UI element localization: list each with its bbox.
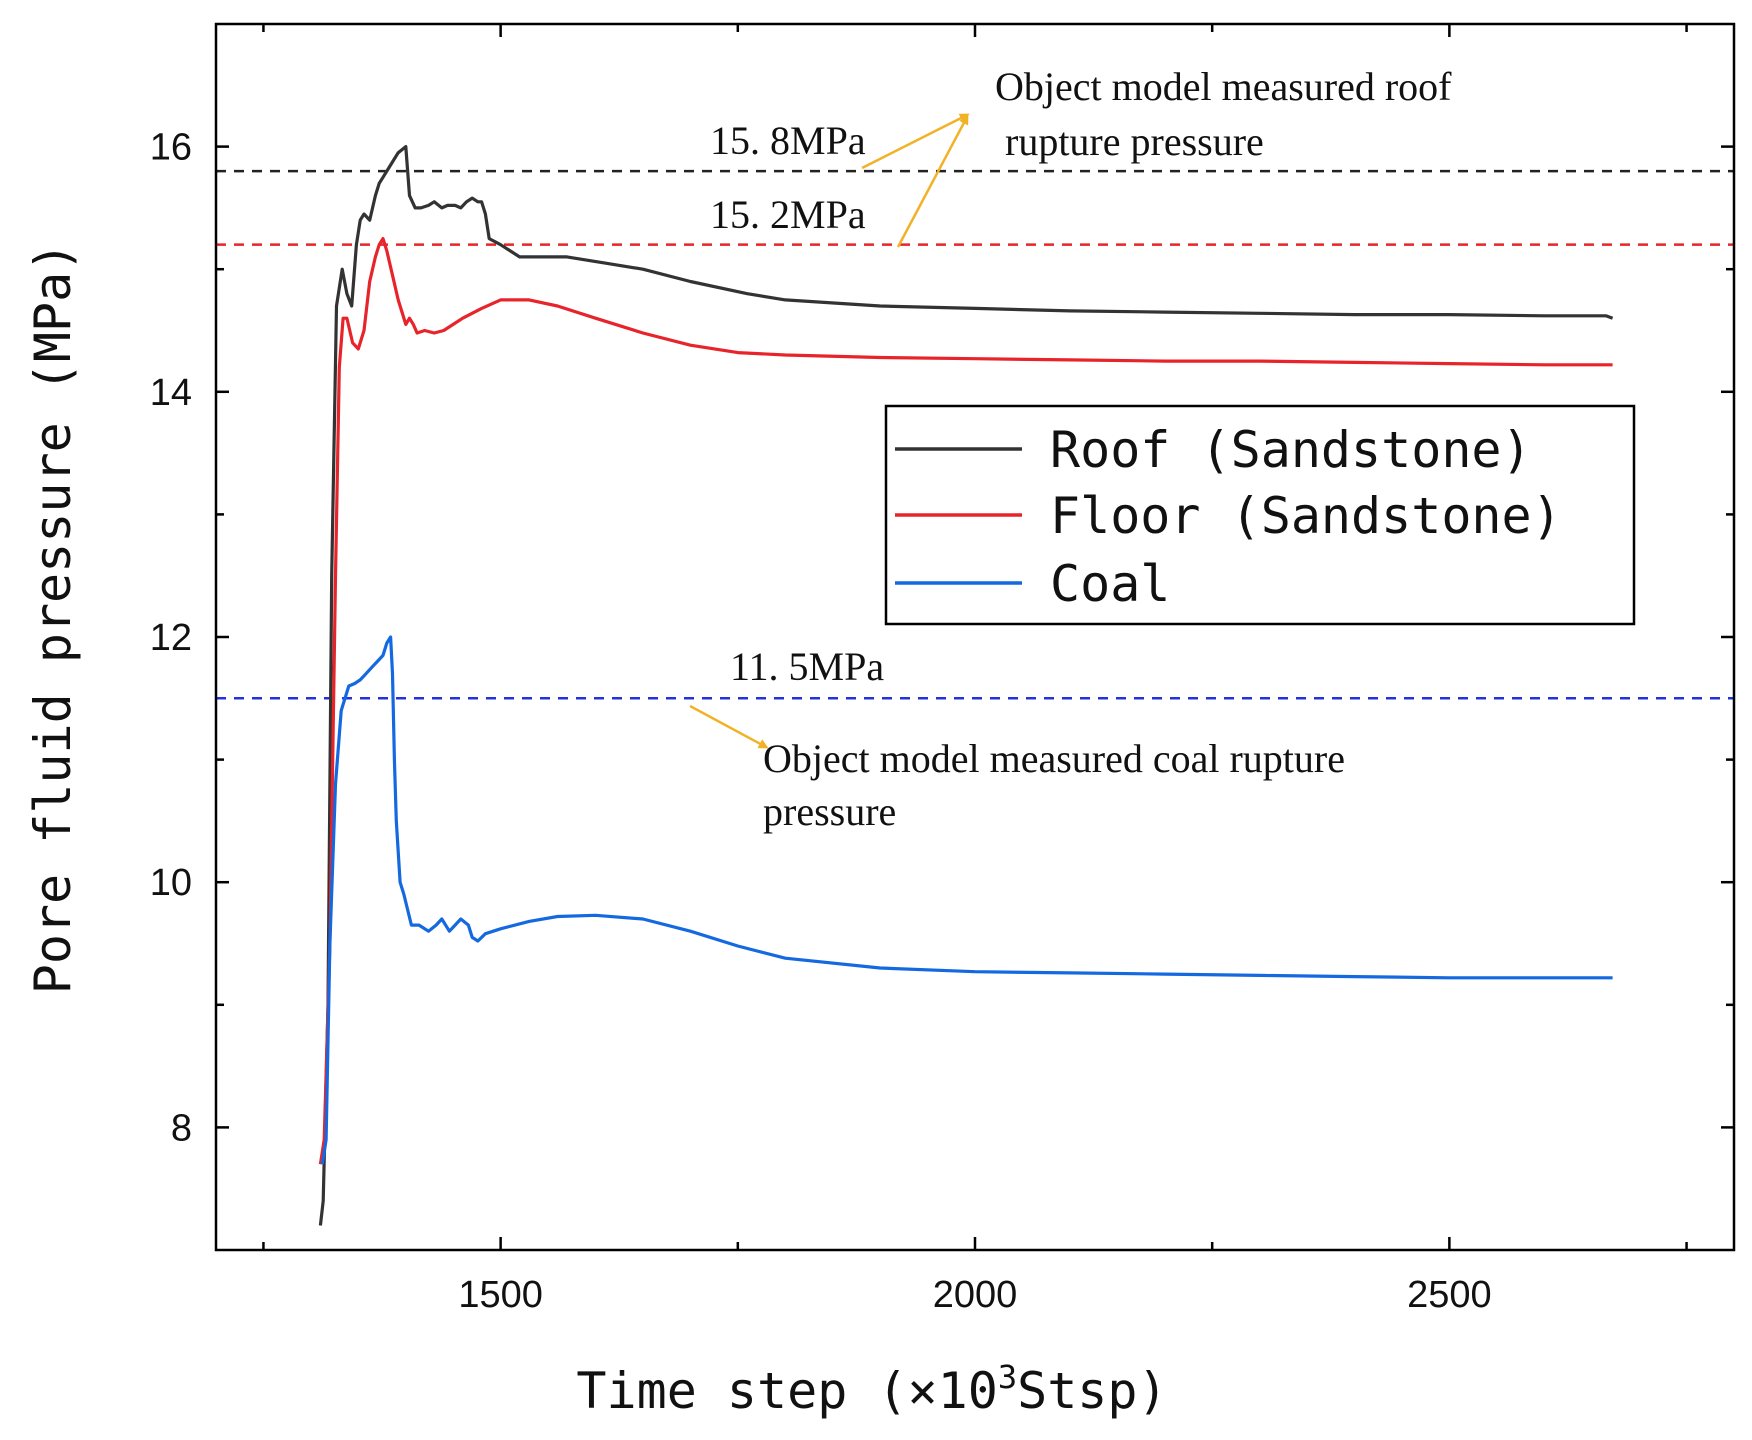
y-tick-label: 14 — [150, 372, 192, 414]
y-tick-label: 10 — [150, 862, 192, 904]
y-tick-label: 8 — [171, 1107, 192, 1149]
coal-annotation-line2: pressure — [763, 789, 896, 834]
legend: Roof (Sandstone) Floor (Sandstone) Coal — [884, 404, 1636, 626]
ref-label-11-5: 11. 5MPa — [730, 644, 884, 689]
reference-lines — [216, 169, 1734, 700]
y-tick-label: 16 — [150, 127, 192, 169]
series-lines — [318, 145, 1614, 1226]
y-tick-label: 12 — [150, 617, 192, 659]
x-axis-title: Time step (×103Stsp) — [576, 1358, 1167, 1420]
coal-annotation-line1: Object model measured coal rupture — [763, 736, 1345, 781]
x-axis-title-prefix: Time step (×10 — [576, 1362, 997, 1420]
x-tick-label: 2500 — [1407, 1274, 1492, 1316]
roof-annotation-line2: rupture pressure — [1005, 119, 1264, 164]
legend-label-coal: Coal — [1050, 555, 1170, 613]
series-line-coal — [320, 635, 1613, 1165]
legend-label-roof: Roof (Sandstone) — [1050, 421, 1532, 479]
y-axis-title: Pore fluid pressure (MPa) — [24, 242, 82, 995]
x-axis-title-suffix: Stsp) — [1017, 1362, 1168, 1420]
roof-annotation-line1: Object model measured roof — [995, 64, 1452, 109]
x-tick-label: 2000 — [933, 1274, 1018, 1316]
annotations: 15. 8MPa 15. 2MPa 11. 5MPa Object model … — [689, 64, 1452, 834]
arrow-roof-1 — [861, 113, 970, 170]
arrow-roof-2 — [896, 114, 969, 248]
arrow-coal — [689, 704, 769, 749]
axis-tick-labels: 1500 2000 2500 8 10 12 14 16 — [150, 127, 1492, 1316]
axis-ticks — [216, 24, 1734, 1250]
legend-label-floor: Floor (Sandstone) — [1050, 487, 1562, 545]
x-tick-label: 1500 — [458, 1274, 543, 1316]
ref-label-15-8: 15. 8MPa — [710, 118, 866, 163]
series-line-floor — [318, 237, 1613, 1165]
series-line-roof — [318, 145, 1614, 1226]
x-axis-title-sup: 3 — [998, 1358, 1017, 1396]
ref-label-15-2: 15. 2MPa — [710, 192, 866, 237]
